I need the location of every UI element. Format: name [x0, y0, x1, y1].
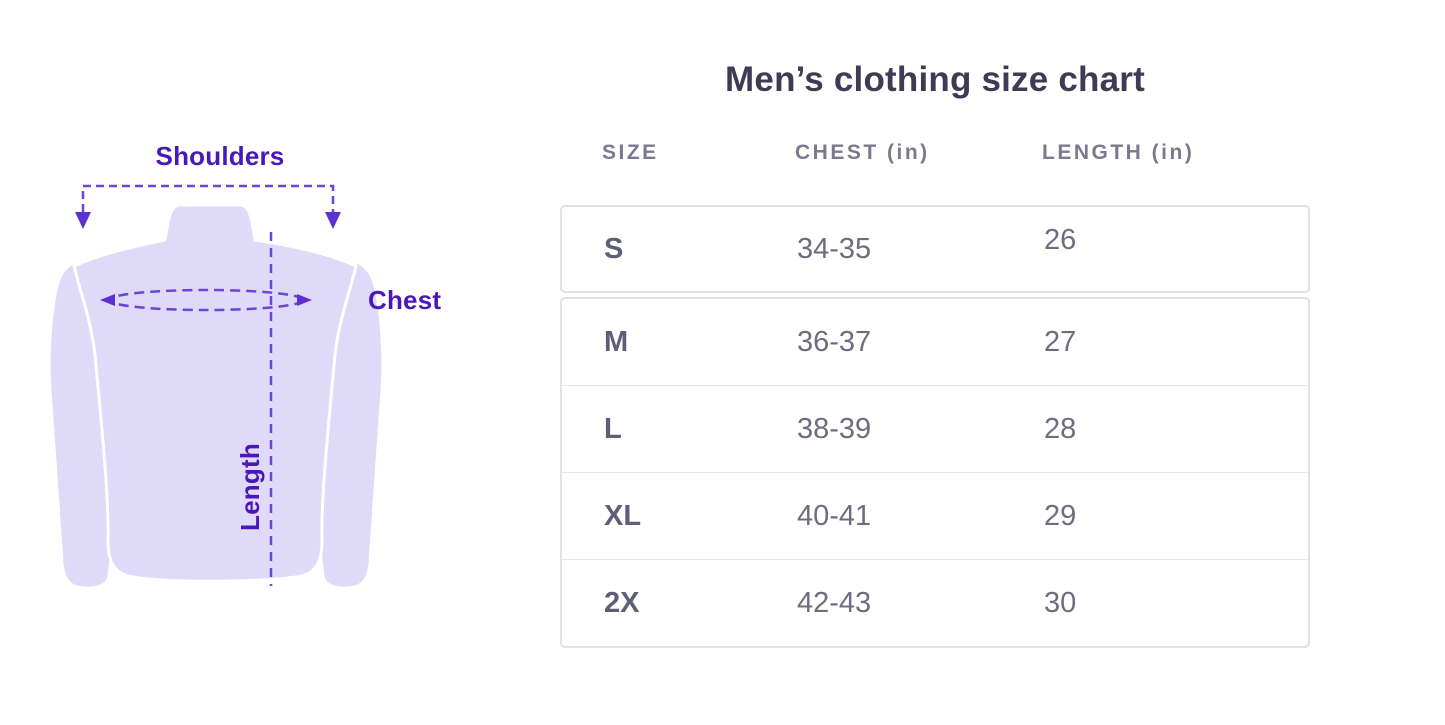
- cell-length: 28: [1044, 412, 1077, 445]
- cell-size: XL: [604, 499, 642, 532]
- table-row: S 34-35 26: [562, 207, 1308, 291]
- cell-chest: 36-37: [797, 325, 872, 358]
- table-row: M 36-37 27: [562, 299, 1308, 385]
- shoulders-measure-arrow: [75, 184, 341, 229]
- shirt-measurement-diagram: Shoulders Chest Length: [0, 0, 470, 725]
- cell-size: S: [604, 232, 624, 265]
- shirt-body: [72, 203, 358, 583]
- column-header-size: SIZE: [602, 141, 659, 164]
- cell-length: 30: [1044, 586, 1077, 619]
- cell-size: 2X: [604, 586, 640, 619]
- cell-size: M: [604, 325, 629, 358]
- length-label: Length: [235, 443, 265, 531]
- cell-length: 29: [1044, 499, 1077, 532]
- shirt-graphic: [50, 184, 382, 587]
- table-row: L 38-39 28: [562, 385, 1308, 472]
- cell-length: 26: [1044, 223, 1077, 256]
- column-header-chest: CHEST (in): [795, 141, 930, 164]
- chest-label: Chest: [368, 285, 442, 315]
- cell-size: L: [604, 412, 622, 445]
- size-table-header: SIZE CHEST (in) LENGTH (in): [560, 140, 1310, 166]
- page-title: Men’s clothing size chart: [725, 60, 1145, 99]
- size-table-row-s-box: S 34-35 26: [560, 205, 1310, 293]
- cell-chest: 40-41: [797, 499, 872, 532]
- table-row: XL 40-41 29: [562, 472, 1308, 559]
- column-header-length: LENGTH (in): [1042, 141, 1195, 164]
- cell-length: 27: [1044, 325, 1077, 358]
- cell-chest: 34-35: [797, 232, 872, 265]
- cell-chest: 42-43: [797, 586, 872, 619]
- size-table-body-box: M 36-37 27 L 38-39 28 XL 40-41 29 2X 42-…: [560, 297, 1310, 648]
- shoulders-label: Shoulders: [155, 141, 285, 171]
- cell-chest: 38-39: [797, 412, 872, 445]
- chest-measure-ellipse: [100, 288, 312, 312]
- table-row: 2X 42-43 30: [562, 559, 1308, 646]
